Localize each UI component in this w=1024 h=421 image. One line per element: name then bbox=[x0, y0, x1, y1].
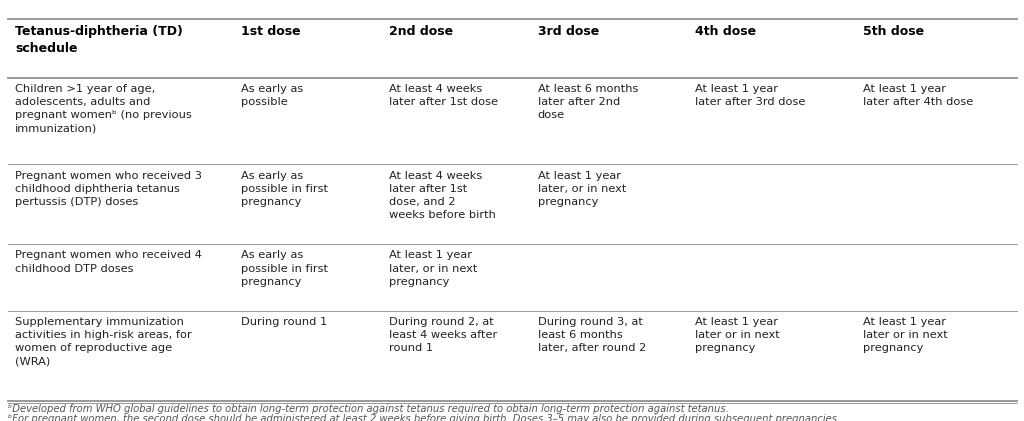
Text: 1st dose: 1st dose bbox=[241, 25, 300, 38]
Text: During round 2, at
least 4 weeks after
round 1: During round 2, at least 4 weeks after r… bbox=[389, 317, 498, 353]
Text: As early as
possible in first
pregnancy: As early as possible in first pregnancy bbox=[241, 171, 328, 207]
Text: ᵇDeveloped from WHO global guidelines to obtain long-term protection against tet: ᵇDeveloped from WHO global guidelines to… bbox=[8, 404, 729, 414]
Text: Tetanus-diphtheria (TD)
schedule: Tetanus-diphtheria (TD) schedule bbox=[15, 25, 183, 55]
Text: ᵇFor pregnant women, the second dose should be administered at least 2 weeks bef: ᵇFor pregnant women, the second dose sho… bbox=[8, 414, 841, 421]
Text: As early as
possible: As early as possible bbox=[241, 84, 303, 107]
Text: 5th dose: 5th dose bbox=[863, 25, 925, 38]
Text: 2nd dose: 2nd dose bbox=[389, 25, 454, 38]
Text: At least 1 year
later, or in next
pregnancy: At least 1 year later, or in next pregna… bbox=[538, 171, 626, 207]
Text: At least 1 year
later or in next
pregnancy: At least 1 year later or in next pregnan… bbox=[863, 317, 948, 353]
Text: At least 1 year
later or in next
pregnancy: At least 1 year later or in next pregnan… bbox=[695, 317, 780, 353]
Text: Supplementary immunization
activities in high-risk areas, for
women of reproduct: Supplementary immunization activities in… bbox=[15, 317, 193, 366]
Text: As early as
possible in first
pregnancy: As early as possible in first pregnancy bbox=[241, 250, 328, 287]
Text: Children >1 year of age,
adolescents, adults and
pregnant womenᵇ (no previous
im: Children >1 year of age, adolescents, ad… bbox=[15, 84, 193, 133]
Text: At least 1 year
later after 3rd dose: At least 1 year later after 3rd dose bbox=[695, 84, 806, 107]
Text: During round 1: During round 1 bbox=[241, 317, 327, 327]
Text: During round 3, at
least 6 months
later, after round 2: During round 3, at least 6 months later,… bbox=[538, 317, 646, 353]
Text: At least 4 weeks
later after 1st
dose, and 2
weeks before birth: At least 4 weeks later after 1st dose, a… bbox=[389, 171, 496, 220]
Text: At least 4 weeks
later after 1st dose: At least 4 weeks later after 1st dose bbox=[389, 84, 498, 107]
Text: 4th dose: 4th dose bbox=[695, 25, 757, 38]
Text: 3rd dose: 3rd dose bbox=[538, 25, 599, 38]
Text: At least 1 year
later, or in next
pregnancy: At least 1 year later, or in next pregna… bbox=[389, 250, 477, 287]
Text: Pregnant women who received 3
childhood diphtheria tetanus
pertussis (DTP) doses: Pregnant women who received 3 childhood … bbox=[15, 171, 203, 207]
Text: At least 6 months
later after 2nd
dose: At least 6 months later after 2nd dose bbox=[538, 84, 638, 120]
Text: At least 1 year
later after 4th dose: At least 1 year later after 4th dose bbox=[863, 84, 974, 107]
Text: Pregnant women who received 4
childhood DTP doses: Pregnant women who received 4 childhood … bbox=[15, 250, 202, 274]
